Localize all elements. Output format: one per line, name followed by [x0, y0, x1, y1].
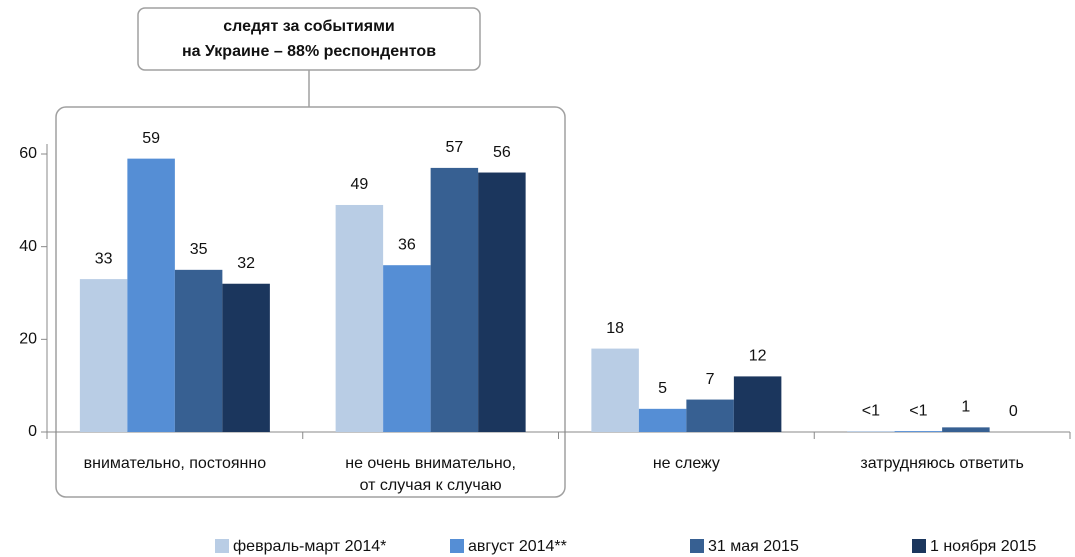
- y-tick-label: 0: [28, 423, 37, 440]
- value-label: 32: [237, 255, 255, 272]
- y-tick-label: 40: [19, 238, 37, 255]
- value-label: 0: [1009, 403, 1018, 420]
- legend-swatch: [215, 539, 229, 553]
- legend-label: август 2014**: [468, 538, 567, 555]
- value-label: <1: [862, 402, 880, 419]
- x-tick-label: внимательно, постоянно: [84, 455, 267, 472]
- value-label: 33: [95, 250, 113, 267]
- bar: [847, 431, 895, 432]
- bar: [79, 279, 128, 432]
- bar: [733, 376, 782, 432]
- value-label: 57: [445, 139, 463, 156]
- bar: [430, 167, 479, 432]
- y-tick-label: 60: [19, 145, 37, 162]
- x-tick-label: не слежу: [653, 455, 720, 472]
- legend-label: 1 ноября 2015: [930, 538, 1036, 555]
- bar: [591, 348, 639, 432]
- annotation: следят за событиями: [223, 18, 395, 35]
- legend-label: февраль-март 2014*: [233, 538, 386, 555]
- value-label: 18: [606, 320, 624, 337]
- bar: [174, 269, 223, 432]
- value-label: 7: [706, 371, 715, 388]
- value-label: <1: [909, 402, 927, 419]
- legend-swatch: [690, 539, 704, 553]
- value-label: 49: [350, 176, 368, 193]
- legend-swatch: [450, 539, 464, 553]
- bar: [942, 427, 990, 432]
- x-tick-label: затрудняюсь ответить: [860, 455, 1024, 472]
- value-label: 1: [961, 399, 970, 416]
- bar: [127, 158, 175, 432]
- highlight-frame: [55, 106, 566, 498]
- value-label: 35: [190, 241, 208, 258]
- bar: [478, 172, 526, 433]
- y-tick-label: 20: [19, 331, 37, 348]
- annotation: на Украине – 88% респондентов: [182, 43, 436, 60]
- value-label: 36: [398, 236, 416, 253]
- value-label: 12: [749, 348, 767, 365]
- value-label: 5: [658, 380, 667, 397]
- x-tick-label: не очень внимательно, от случая к случаю: [345, 455, 516, 494]
- value-label: 56: [493, 144, 511, 161]
- bar: [686, 399, 734, 432]
- bar: [383, 265, 431, 432]
- bar: [894, 431, 943, 432]
- bar: [222, 283, 270, 432]
- bar: [335, 204, 384, 432]
- bar: [638, 408, 687, 432]
- legend-label: 31 мая 2015: [708, 538, 799, 555]
- legend-swatch: [912, 539, 926, 553]
- value-label: 59: [142, 130, 160, 147]
- callout-box: [137, 7, 481, 71]
